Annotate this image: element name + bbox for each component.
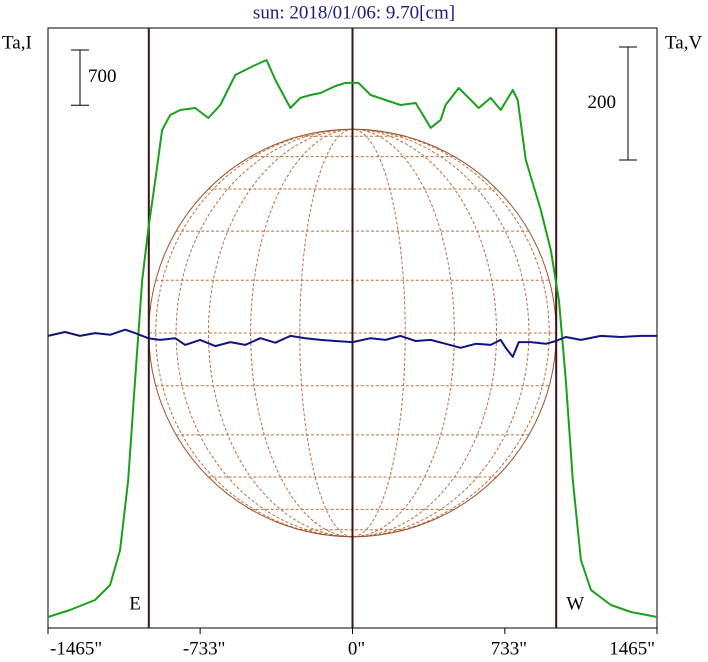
limb-label: E	[129, 593, 141, 614]
x-tick-label: 0"	[348, 638, 365, 659]
limb-label: W	[566, 593, 584, 614]
meridian	[155, 128, 550, 538]
scale-bar-label: 200	[588, 92, 617, 113]
y2-axis-label: Ta,V	[665, 32, 702, 53]
y-axis-label: Ta,I	[2, 32, 32, 53]
series-line	[47, 328, 657, 358]
x-tick-label: -1465"	[50, 638, 102, 659]
series-line	[47, 59, 658, 618]
scale-bar: 200	[588, 46, 637, 161]
scale-bar: 700	[71, 49, 117, 106]
chart-title: sun: 2018/01/06: 9.70[cm]	[253, 2, 455, 23]
scale-bar-label: 700	[88, 66, 117, 87]
x-tick-label: -733"	[183, 638, 226, 659]
x-tick-label: 733"	[491, 638, 527, 659]
x-tick-label: 1465"	[609, 638, 655, 659]
